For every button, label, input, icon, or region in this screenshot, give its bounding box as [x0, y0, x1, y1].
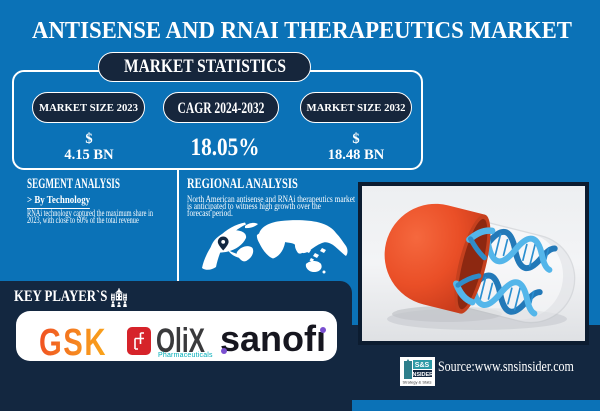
svg-text:INSIDER: INSIDER — [411, 372, 433, 378]
svg-text:Strategy & Stats: Strategy & Stats — [403, 380, 432, 385]
svg-text:S&S: S&S — [415, 362, 430, 369]
